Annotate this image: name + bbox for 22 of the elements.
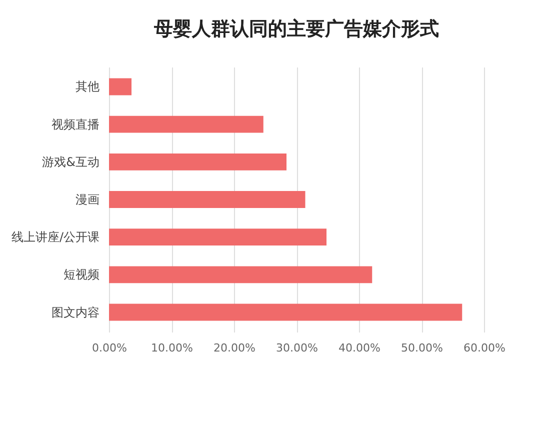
bar xyxy=(109,191,306,208)
y-tick-label: 短视频 xyxy=(64,268,100,282)
bar xyxy=(109,153,286,170)
chart-title: 母婴人群认同的主要广告媒介形式 xyxy=(153,18,439,40)
x-tick-label: 20.00% xyxy=(214,342,256,354)
y-tick-label: 图文内容 xyxy=(52,305,100,320)
bar xyxy=(109,228,326,246)
y-tick-label: 游戏&互动 xyxy=(42,154,100,169)
bar xyxy=(109,78,132,96)
bar xyxy=(109,266,372,284)
y-tick-label: 线上讲座/公开课 xyxy=(11,230,100,244)
y-tick-label: 其他 xyxy=(76,80,100,94)
y-tick-label: 漫画 xyxy=(76,192,100,206)
x-tick-label: 50.00% xyxy=(401,342,443,354)
x-tick-label: 30.00% xyxy=(276,342,318,354)
x-tick-label: 10.00% xyxy=(151,342,193,354)
x-tick-label: 40.00% xyxy=(338,342,380,354)
bar xyxy=(109,304,462,321)
bar xyxy=(109,116,264,133)
y-tick-label: 视频直播 xyxy=(52,117,100,132)
x-tick-label: 60.00% xyxy=(464,342,506,354)
x-tick-label: 0.00% xyxy=(92,342,127,354)
